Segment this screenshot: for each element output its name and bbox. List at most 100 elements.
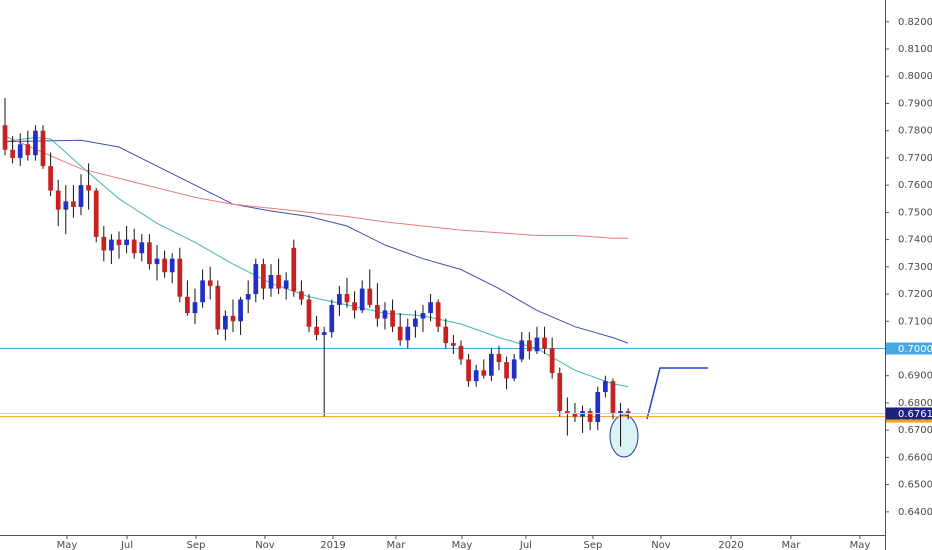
candle-body [519, 340, 525, 360]
candle-body [245, 294, 251, 300]
candle-body [511, 359, 517, 379]
x-tick-label: Mar [387, 540, 407, 550]
candle-body [496, 353, 502, 363]
candle-body [299, 291, 304, 300]
moving-average [4, 139, 629, 344]
x-tick-label: Jul [120, 540, 133, 550]
candle-body [185, 296, 190, 314]
candle-body [17, 144, 23, 158]
candle-body [564, 411, 570, 414]
candle-body [527, 340, 532, 352]
candle-body [451, 343, 456, 346]
candle-body [291, 247, 297, 292]
candle-body [420, 313, 426, 319]
candle-body [223, 315, 228, 330]
candle-body [549, 348, 555, 374]
x-tick-label: Sep [584, 540, 603, 550]
candle-body [124, 239, 129, 246]
candle-body [534, 337, 540, 352]
candle-body [314, 326, 319, 335]
candle-body [625, 411, 631, 414]
candle-body [48, 166, 53, 191]
candle-body [268, 274, 274, 289]
x-tick-label: May [850, 540, 871, 550]
candle-body [215, 285, 221, 330]
candle-body [481, 370, 487, 376]
x-tick-label: 2019 [320, 540, 345, 550]
candle-body [63, 201, 69, 210]
candle-body [238, 299, 243, 322]
candle-body [466, 359, 471, 382]
candle-body [139, 242, 145, 254]
price-label-box [886, 407, 932, 420]
candle-body [230, 315, 236, 322]
moving-average [4, 135, 629, 239]
candle-body [359, 288, 365, 311]
x-tick-label: Nov [255, 540, 275, 550]
candle-body [413, 318, 418, 327]
candle-body [2, 125, 8, 150]
projection-drawing [646, 367, 708, 420]
candle-body [321, 332, 327, 335]
candle-body [572, 413, 578, 417]
candle-body [435, 302, 441, 327]
x-tick-label: May [57, 540, 78, 550]
candle-body [473, 370, 479, 382]
price-label-box [886, 342, 932, 355]
candle-body [162, 258, 167, 273]
candle-body [489, 353, 494, 376]
candle-body [10, 149, 15, 158]
candle-body [131, 239, 137, 254]
candle-body [261, 264, 266, 289]
candle-body [276, 274, 281, 289]
candle-body [375, 304, 380, 319]
candle-body [40, 130, 46, 167]
x-tick-label: Sep [187, 540, 206, 550]
candle-body [557, 373, 563, 412]
candle-body [33, 130, 38, 156]
x-tick-label: Jul [519, 540, 532, 550]
candle-body [177, 258, 183, 297]
candle-body [443, 326, 449, 344]
candle-body [86, 185, 91, 191]
candle-body [25, 144, 31, 156]
candle-body [109, 239, 114, 251]
candle-body [337, 294, 342, 305]
candle-body [200, 280, 205, 303]
candle-body [192, 302, 198, 314]
candle-body [618, 411, 623, 414]
x-tick-label: Mar [781, 540, 801, 550]
candle-body [458, 345, 464, 360]
candle-body [504, 362, 509, 379]
candle-body [390, 310, 395, 327]
candle-body [344, 294, 350, 303]
highlight-ellipse [609, 414, 639, 458]
candle-body [283, 280, 289, 289]
candle-body [101, 236, 107, 251]
candle-body [602, 381, 608, 393]
candle-body [595, 392, 601, 423]
candle-body [207, 280, 213, 286]
candle-body [352, 302, 357, 311]
candle-body [367, 288, 373, 305]
candle-body [428, 302, 433, 314]
candle-body [329, 304, 335, 333]
candle-body [55, 190, 61, 210]
candle-body [405, 326, 411, 341]
